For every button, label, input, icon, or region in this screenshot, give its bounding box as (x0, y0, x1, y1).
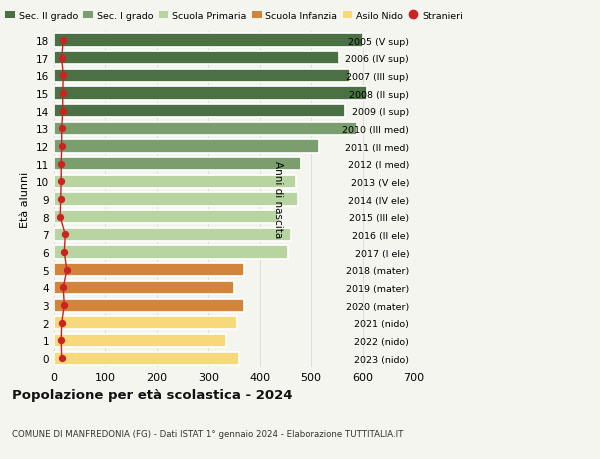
Point (59, 302, 69, 309)
Legend: Sec. II grado, Sec. I grado, Scuola Primaria, Scuola Infanzia, Asilo Nido, Stran: Sec. II grado, Sec. I grado, Scuola Prim… (5, 11, 463, 21)
Point (57, 125, 67, 133)
Point (58, 90, 68, 97)
Point (57, 355, 67, 362)
Bar (54, 246, 288, 259)
Bar (54, 299, 244, 312)
Bar (54, 140, 319, 153)
Bar (54, 175, 296, 189)
Bar (54, 87, 367, 101)
Point (58, 108, 68, 115)
Text: Popolazione per età scolastica - 2024: Popolazione per età scolastica - 2024 (12, 388, 293, 401)
Point (58, 284, 68, 291)
Point (56, 196, 65, 203)
Y-axis label: Età alunni: Età alunni (20, 172, 31, 228)
Bar (54, 334, 226, 347)
Point (58, 73, 68, 80)
Point (57, 143, 67, 151)
Bar (54, 193, 298, 206)
Bar (54, 34, 362, 48)
Bar (54, 52, 340, 65)
Bar (54, 158, 301, 171)
Bar (54, 105, 344, 118)
Bar (54, 211, 278, 224)
Point (57, 319, 67, 327)
Bar (54, 70, 350, 83)
Bar (54, 228, 290, 241)
Bar (54, 352, 239, 365)
Point (59, 249, 69, 256)
Bar (54, 123, 358, 136)
Y-axis label: Anni di nascita: Anni di nascita (273, 161, 283, 238)
Point (61, 231, 70, 239)
Point (58, 37, 68, 45)
Point (55, 213, 65, 221)
Bar (54, 263, 244, 277)
Text: COMUNE DI MANFREDONIA (FG) - Dati ISTAT 1° gennaio 2024 - Elaborazione TUTTITALI: COMUNE DI MANFREDONIA (FG) - Dati ISTAT … (12, 429, 403, 438)
Bar (54, 281, 234, 295)
Point (56, 179, 66, 186)
Point (56, 161, 66, 168)
Point (57, 55, 67, 62)
Point (62, 267, 71, 274)
Point (56, 337, 66, 344)
Bar (54, 317, 236, 330)
